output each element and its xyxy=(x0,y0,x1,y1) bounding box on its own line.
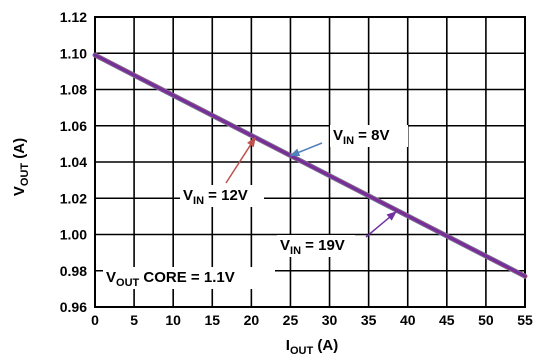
y-tick-label: 0.96 xyxy=(60,299,87,315)
x-axis-ticks: 0 5 10 15 20 25 30 35 40 45 50 55 xyxy=(91,312,533,328)
series-lines xyxy=(92,52,528,279)
x-tick-label: 40 xyxy=(400,312,416,328)
y-tick-label: 0.98 xyxy=(60,263,87,279)
x-axis-title-unit: (A) xyxy=(313,337,338,354)
y-tick-label: 1.08 xyxy=(60,82,87,98)
y-tick-label: 1.02 xyxy=(60,190,87,206)
annotation-label: VIN = 8V xyxy=(333,127,389,147)
annotation-background xyxy=(180,185,264,207)
annotation-arrow xyxy=(365,211,397,238)
series-line xyxy=(93,53,527,278)
x-tick-label: 25 xyxy=(283,312,299,328)
y-tick-label: 1.06 xyxy=(60,118,87,134)
y-axis-ticks: 0.96 0.98 1.00 1.02 1.04 1.06 1.08 1.10 1.12 xyxy=(60,9,87,315)
annotation-background xyxy=(103,267,275,289)
annotation-arrow xyxy=(225,136,256,184)
x-tick-label: 30 xyxy=(322,312,338,328)
annotation-label: VIN = 19V xyxy=(280,237,345,257)
x-tick-label: 20 xyxy=(244,312,260,328)
y-tick-label: 1.04 xyxy=(60,154,87,170)
y-axis-title-unit: (A) xyxy=(11,138,28,163)
annotation-arrow xyxy=(289,142,323,157)
x-tick-label: 0 xyxy=(91,312,99,328)
y-axis-title: VOUT (A) xyxy=(11,138,31,196)
grid xyxy=(94,16,526,308)
x-axis-title-main: I xyxy=(286,337,290,354)
y-axis-title-main: V xyxy=(11,186,28,196)
plot-area xyxy=(94,16,526,308)
annotation-label: VOUT CORE = 1.1V xyxy=(106,269,235,289)
y-tick-label: 1.12 xyxy=(60,9,87,25)
x-tick-label: 55 xyxy=(517,312,533,328)
x-tick-label: 15 xyxy=(204,312,220,328)
y-tick-label: 1.10 xyxy=(60,45,87,61)
annotation-label: VIN = 12V xyxy=(183,187,248,207)
annotations: VIN = 8V VIN = 12V VIN = 19V VOUT CORE = 1.… xyxy=(103,125,408,289)
annotation-background xyxy=(277,235,355,257)
annotation-background xyxy=(330,125,408,147)
x-tick-label: 50 xyxy=(478,312,494,328)
y-tick-label: 1.00 xyxy=(60,227,87,243)
x-tick-label: 5 xyxy=(130,312,138,328)
x-axis-title-sub: OUT xyxy=(290,345,314,357)
x-tick-label: 10 xyxy=(165,312,181,328)
y-axis-title-sub: OUT xyxy=(19,163,31,187)
x-tick-label: 45 xyxy=(439,312,455,328)
x-axis-title: IOUT (A) xyxy=(286,337,338,357)
x-tick-label: 35 xyxy=(361,312,377,328)
